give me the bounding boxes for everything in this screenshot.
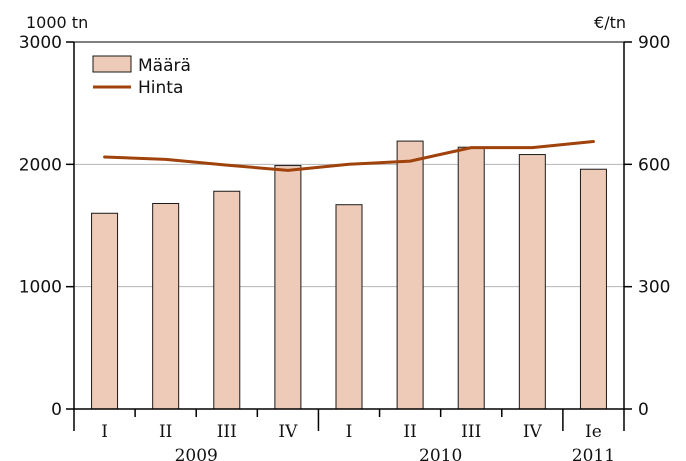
bar-maara-0	[91, 212, 119, 410]
bar-maara-1	[152, 202, 180, 410]
x-tick-label: Ie	[585, 422, 602, 442]
x-tick-label: IV	[278, 422, 298, 442]
y-left-tick-label: 0	[51, 400, 62, 420]
bar-maara-8	[579, 168, 607, 410]
x-tick-label: I	[346, 422, 353, 442]
bar-maara-4	[335, 204, 363, 410]
y-right-tick-label: 0	[638, 400, 649, 420]
x-tick-label: III	[461, 422, 481, 442]
y-right-tick-label: 900	[638, 33, 670, 53]
y-right-tick-label: 600	[638, 155, 670, 175]
x-tick-label: IV	[523, 422, 543, 442]
year-label: 2010	[419, 446, 462, 461]
x-tick-label: I	[101, 422, 108, 442]
bar-maara-5	[396, 140, 424, 410]
x-tick-label: II	[403, 422, 416, 442]
bar-maara-7	[518, 154, 546, 410]
y-left-unit-label: 1000 tn	[26, 13, 88, 32]
y-left-tick-label: 1000	[19, 278, 62, 298]
y-left-tick-label: 3000	[19, 33, 62, 53]
bar-maara-6	[457, 146, 485, 410]
legend-label-maara: Määrä	[138, 56, 191, 76]
year-label: 2009	[175, 446, 218, 461]
legend-label-hinta: Hinta	[138, 78, 183, 98]
legend-swatch-maara	[92, 55, 132, 73]
y-right-unit-label: €/tn	[594, 13, 626, 32]
line-hinta	[103, 140, 595, 172]
x-tick-label: II	[159, 422, 172, 442]
year-label: 2011	[572, 446, 615, 461]
bar-maara-3	[274, 165, 302, 410]
axes	[66, 41, 632, 431]
bar-maara-2	[213, 190, 241, 410]
price-line	[103, 140, 595, 172]
y-left-tick-label: 2000	[19, 155, 62, 175]
bars	[91, 140, 607, 410]
x-tick-label: III	[217, 422, 237, 442]
y-right-tick-label: 300	[638, 278, 670, 298]
